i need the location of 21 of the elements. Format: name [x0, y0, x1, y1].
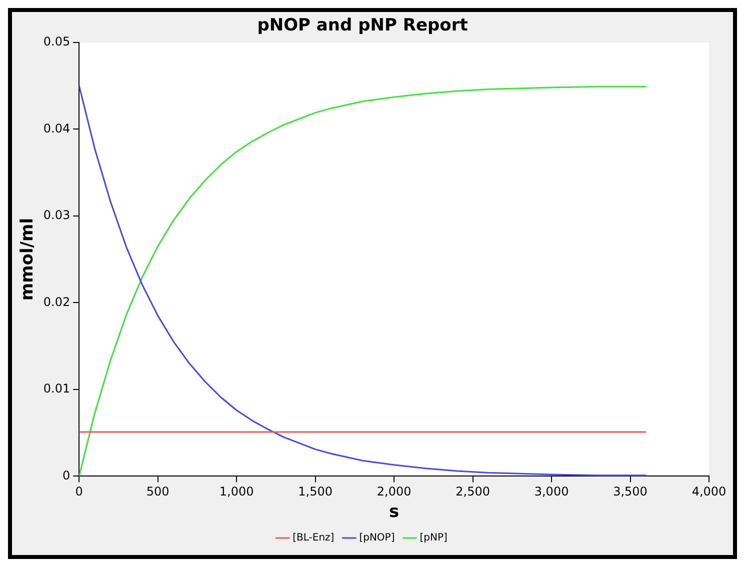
y-tick-label: 0.01 [43, 382, 70, 396]
y-tick-label: 0.04 [43, 121, 70, 136]
y-tick-label: 0 [62, 468, 70, 482]
y-axis-title: mmol/ml [18, 218, 38, 301]
x-tick-label: 3,500 [613, 484, 648, 499]
x-tick-label: 4,000 [692, 484, 726, 499]
legend-label: [pNP] [420, 532, 448, 544]
x-tick-label: 2,500 [456, 484, 490, 499]
y-tick-label: 0.05 [43, 34, 70, 49]
legend-label: [BL-Enz] [292, 532, 334, 544]
y-tick-label: 0.03 [43, 208, 70, 222]
x-tick-label: 0 [75, 484, 83, 499]
x-tick-label: 2,000 [376, 484, 412, 499]
y-tick-label: 0.02 [43, 294, 70, 309]
x-axis-title: s [388, 502, 400, 522]
x-tick-label: 3,000 [534, 484, 569, 499]
chart-title: pNOP and pNP Report [257, 16, 468, 36]
x-tick-label: 1,500 [298, 484, 333, 499]
x-tick-label: 500 [146, 484, 170, 499]
x-tick-label: 1,000 [219, 484, 254, 499]
legend-label: [pNOP] [359, 532, 395, 544]
